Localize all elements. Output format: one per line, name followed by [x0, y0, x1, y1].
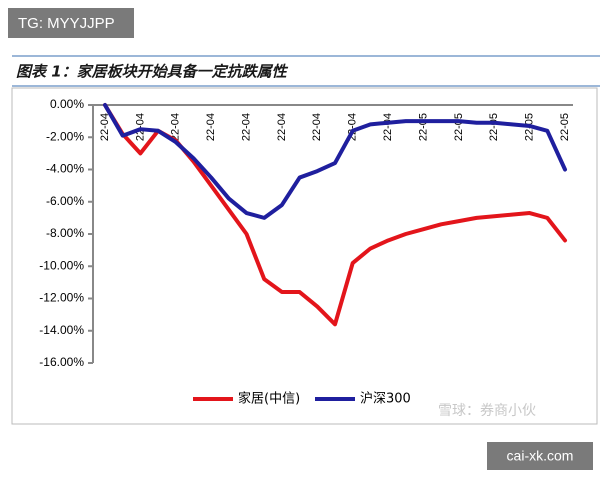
x-tick-label: 22-04 [170, 113, 182, 141]
y-tick-label: -16.00% [39, 355, 84, 369]
x-tick-label: 22-04 [382, 113, 394, 141]
y-tick-label: -4.00% [46, 162, 84, 176]
y-tick-label: -14.00% [39, 323, 84, 337]
watermark: TG: MYYJJPP [18, 15, 115, 32]
y-tick-label: -8.00% [46, 226, 84, 240]
chart-title: 图表 1：家居板块开始具备一定抗跌属性 [16, 63, 289, 81]
legend-label: 沪深300 [360, 391, 411, 407]
x-tick-label: 22-04 [240, 113, 252, 141]
x-tick-label: 22-05 [488, 113, 500, 141]
watermark-bg [8, 8, 134, 38]
x-tick-label: 22-04 [134, 113, 146, 141]
series-line [103, 103, 567, 220]
y-tick-label: -10.00% [39, 258, 84, 272]
watermark: cai-xk.com [507, 448, 574, 464]
y-tick-label: -2.00% [46, 129, 84, 143]
x-tick-label: 22-05 [453, 113, 465, 141]
x-tick-label: 22-04 [311, 113, 323, 141]
plot: 0.00% -2.00% -4.00% -6.00% -8.00% -10.00% -12.… [39, 97, 573, 369]
x-tick-label: 22-04 [99, 113, 111, 141]
legend-label: 家居(中信) [238, 391, 300, 407]
watermark-bg [487, 442, 593, 470]
y-tick-label: -12.00% [39, 291, 84, 305]
y-tick-label: 0.00% [50, 97, 84, 111]
watermark: 雪球：券商小伙 [438, 403, 536, 419]
y-tick-label: -6.00% [46, 194, 84, 208]
x-tick-label: 22-04 [276, 113, 288, 141]
x-tick-label: 22-05 [417, 113, 429, 141]
x-tick-label: 22-05 [559, 113, 571, 141]
chart-frame [11, 87, 598, 425]
x-tick-label: 22-04 [205, 113, 217, 141]
